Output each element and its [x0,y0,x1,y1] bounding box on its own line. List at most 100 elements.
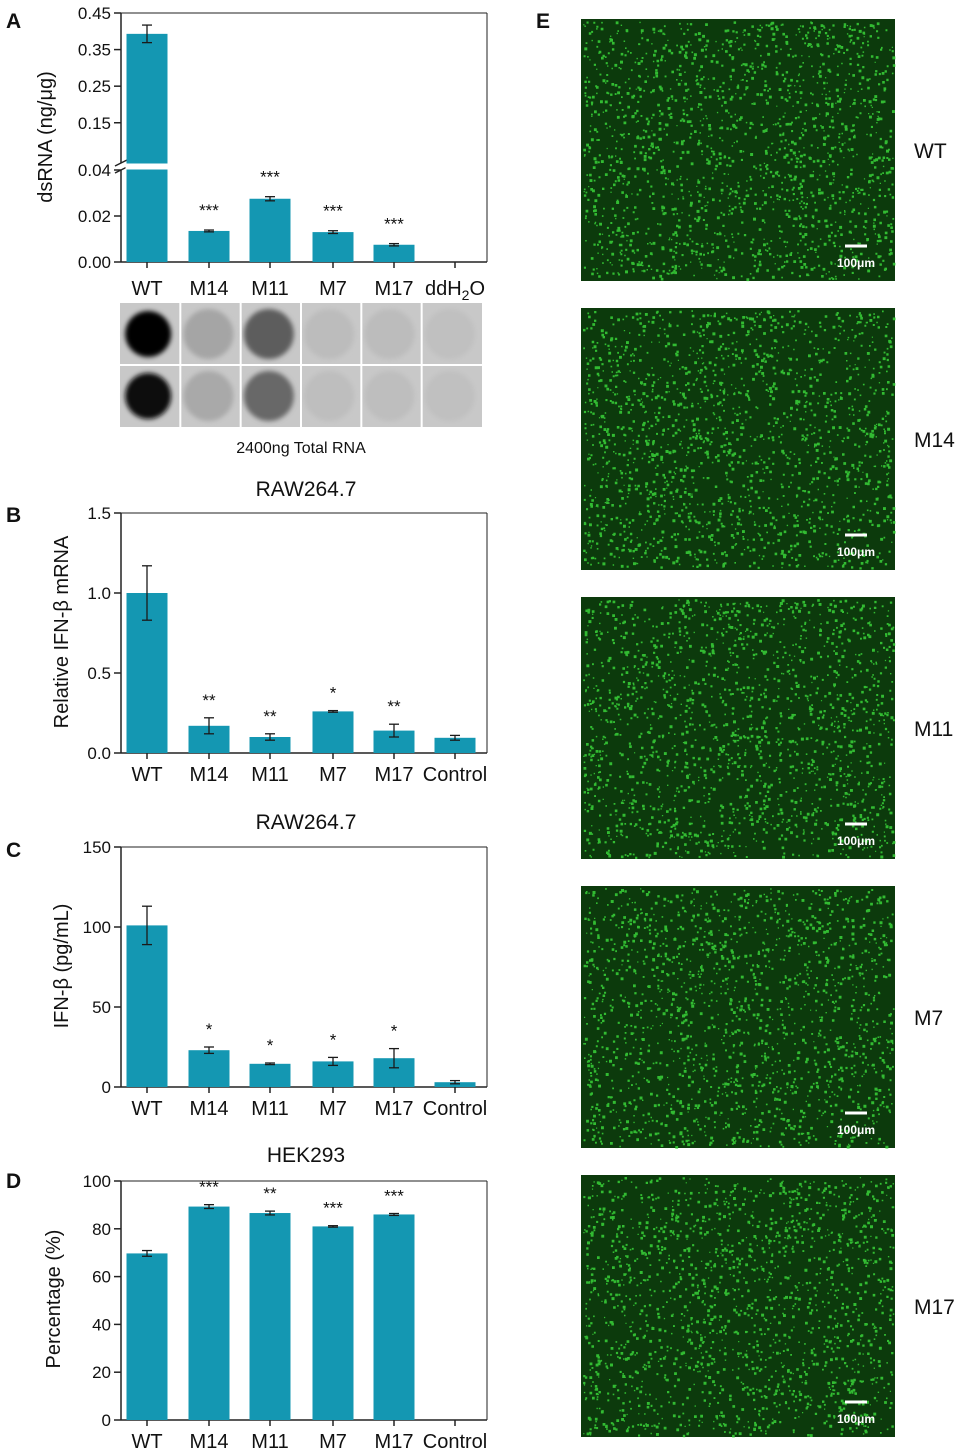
dot-blot-image [120,303,482,427]
x-tick-label: M17 [375,1098,414,1120]
significance-label: *** [384,215,404,234]
x-tick-label: M14 [190,1098,229,1120]
micrograph-label: M7 [914,1007,943,1030]
blot-dot [424,371,475,421]
x-tick-label: M11 [251,1098,288,1120]
micrograph-m17: 100μm [581,1175,895,1438]
bar [312,1226,354,1420]
bar-break-gap [125,163,169,170]
axis-break-mark [114,159,128,167]
blot-dot [243,309,294,359]
panel-c-ylabel: IFN-β (pg/mL) [51,904,73,1029]
x-tick-label: Control [423,764,487,786]
significance-label: * [391,1022,398,1041]
blot-dot [424,309,475,359]
x-tick-label: M11 [251,278,288,300]
panel-d-title: HEK293 [267,1144,345,1167]
y-tick-label: 1.0 [87,584,111,603]
y-tick-label: 0 [102,1078,111,1097]
x-tick-label: WT [131,1431,162,1452]
blot-dot [304,309,355,359]
micrograph-background [581,886,895,1148]
micrograph-background [581,597,895,859]
x-tick-label: M17 [375,1431,414,1452]
significance-label: *** [199,1178,219,1197]
blot-dot [364,371,415,421]
micrograph-m11: 100μm [581,597,896,859]
blot-caption: 2400ng Total RNA [236,440,366,457]
scale-bar-label: 100μm [837,1412,875,1426]
panel-b-title: RAW264.7 [256,478,357,501]
micrograph-wt: 100μm [581,19,896,282]
significance-label: ** [263,707,277,726]
cell-fluorescence [583,310,896,570]
x-tick-label: M11 [251,764,288,786]
bar [373,1214,415,1420]
x-tick-label: WT [131,278,162,300]
y-tick-label: 20 [92,1363,111,1382]
panel-a-ylabel: dsRNA (ng/μg) [35,71,57,203]
x-tick-label: M7 [319,1098,347,1120]
y-tick-label: 0.04 [78,161,111,180]
panel-c-title: RAW264.7 [256,811,357,834]
blot-dot [364,309,415,359]
micrograph-background [581,19,895,281]
blot-dot [125,311,172,357]
significance-label: ** [263,1184,277,1203]
blot-dot [183,371,234,421]
panel-a-letter: A [6,10,21,33]
x-tick-label: M17 [375,278,414,300]
bar [188,1206,230,1420]
panel-e-letter: E [536,10,550,33]
bar [126,33,168,263]
significance-label: *** [384,1187,404,1206]
y-tick-label: 0.5 [87,664,111,683]
micrograph-label: M14 [914,429,955,452]
blot-dot [243,371,294,421]
y-tick-label: 60 [92,1268,111,1287]
micrograph-m14: 100μm [581,308,896,570]
significance-label: *** [323,202,343,221]
y-tick-label: 50 [92,998,111,1017]
panel-c-chart: 0 50 100 150 WT M14 * M11 * M7 * M17 * Control [83,838,488,1120]
micrograph-label: WT [914,140,947,163]
panel-d-letter: D [6,1170,21,1193]
micrograph-label: M11 [914,718,953,741]
bar [249,1063,291,1087]
panel-a-chart: 0.00 0.02 0.04 0.15 0.25 0.35 0.45 WT M14 *** M11 *… [78,4,488,303]
x-tick-label: M14 [190,764,229,786]
bar [188,1050,230,1087]
significance-label: * [206,1020,213,1039]
panel-b-letter: B [6,504,21,527]
scale-bar-label: 100μm [837,834,875,848]
bar [434,737,476,753]
x-tick-label: M7 [319,278,347,300]
x-tick-label: M11 [251,1431,288,1452]
blot-dot [125,373,172,419]
significance-label: * [330,684,337,703]
bar [434,1082,476,1087]
bar [249,198,291,262]
y-tick-label: 0 [102,1411,111,1430]
cell-fluorescence [583,21,896,282]
y-tick-label: 100 [83,918,111,937]
cell-fluorescence [583,888,895,1149]
y-tick-label: 0.15 [78,114,111,133]
scale-bar-label: 100μm [837,1123,875,1137]
y-tick-label: 0.35 [78,41,111,60]
significance-label: *** [199,201,219,220]
x-tick-label: Control [423,1098,487,1120]
y-tick-label: 80 [92,1220,111,1239]
bar [373,730,415,753]
blot-dot [304,371,355,421]
bar [312,232,354,262]
y-tick-label: 0.25 [78,77,111,96]
significance-label: * [330,1030,337,1049]
blot-dot [183,309,234,359]
cell-fluorescence [583,1177,895,1438]
x-tick-label: M14 [190,1431,229,1452]
y-tick-label: 150 [83,838,111,857]
panel-b-ylabel: Relative IFN-β mRNA [51,535,73,728]
x-tick-label: M17 [375,764,414,786]
